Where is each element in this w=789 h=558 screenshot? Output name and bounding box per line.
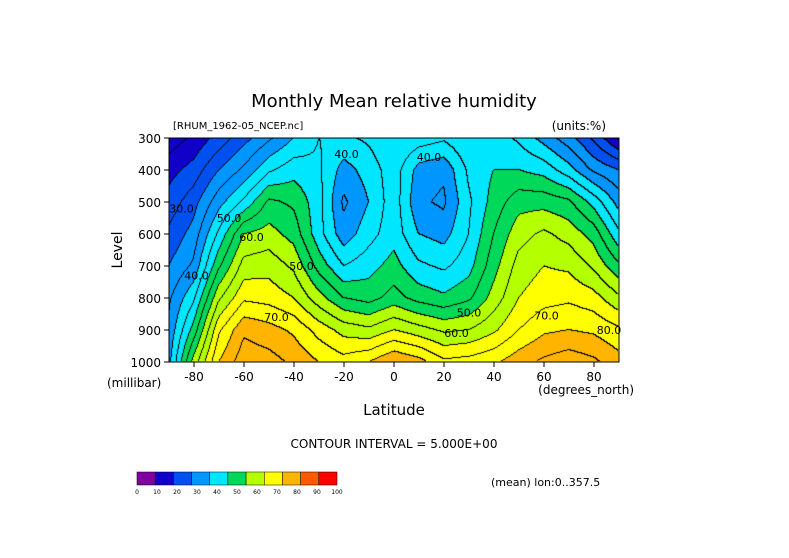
colorbar-tick-label: 10 <box>153 489 161 496</box>
contour-label: 40.0 <box>184 270 209 283</box>
colorbar-swatch <box>264 471 283 486</box>
colorbar-tick-label: 90 <box>313 489 321 496</box>
colorbar: 0 10 20 30 40 50 60 70 80 90 100 <box>135 471 343 496</box>
colorbar-tick-label: 0 <box>135 489 139 496</box>
contour-label: 50.0 <box>457 306 482 319</box>
x-tick-label: -80 <box>184 370 204 384</box>
colorbar-swatch <box>173 471 192 486</box>
y-tick-label: 600 <box>138 228 161 242</box>
plot-area: 40.0 40.0 30.0 50.0 60.0 50.0 40.0 70.0 50.0 60.0… <box>169 138 621 362</box>
x-tick-label: -60 <box>234 370 254 384</box>
contour-label: 50.0 <box>217 212 242 225</box>
colorbar-tick-label: 30 <box>193 489 201 496</box>
units-label: (units:%) <box>552 119 606 133</box>
y-tick-label: 700 <box>138 260 161 274</box>
y-tick-label: 800 <box>138 292 161 306</box>
colorbar-swatch <box>300 471 320 486</box>
chart-title: Monthly Mean relative humidity <box>251 91 537 112</box>
contour-label: 70.0 <box>534 310 559 323</box>
contour-label: 80.0 <box>597 324 622 337</box>
y-tick-label: 900 <box>138 324 161 338</box>
y-axis-label: Level <box>110 232 126 269</box>
colorbar-tick-label: 100 <box>331 489 343 496</box>
y-tick-label: 300 <box>138 132 161 146</box>
colorbar-swatch <box>191 471 210 486</box>
x-tick-label: -20 <box>334 370 354 384</box>
colorbar-tick-label: 70 <box>273 489 281 496</box>
x-tick-label: 80 <box>586 370 601 384</box>
colorbar-swatch <box>227 471 247 486</box>
y-tick-label: 500 <box>138 196 161 210</box>
humidity-field <box>169 138 619 362</box>
contour-label: 30.0 <box>169 202 194 215</box>
x-axis-label: Latitude <box>363 401 425 419</box>
colorbar-swatch <box>136 471 156 486</box>
axes: -80 -60 -40 -20 0 20 40 60 80 300 400 500 600 700 800 9… <box>130 132 620 384</box>
x-tick-label: -40 <box>284 370 304 384</box>
source-file-label: [RHUM_1962-05_NCEP.nc] <box>173 121 303 132</box>
y-units-label: (millibar) <box>107 376 161 390</box>
colorbar-tick-label: 50 <box>233 489 241 496</box>
colorbar-swatch <box>282 471 301 486</box>
y-tick-label: 400 <box>138 164 161 178</box>
colorbar-tick-label: 40 <box>213 489 221 496</box>
contour-label: 40.0 <box>417 151 442 164</box>
colorbar-swatch <box>154 471 174 486</box>
x-tick-label: 40 <box>486 370 501 384</box>
contour-label: 50.0 <box>289 260 314 273</box>
x-tick-label: 0 <box>390 370 398 384</box>
colorbar-swatch <box>209 471 229 486</box>
colorbar-swatch <box>245 471 265 486</box>
x-tick-label: 20 <box>436 370 451 384</box>
colorbar-tick-label: 80 <box>293 489 301 496</box>
contour-label: 40.0 <box>334 148 359 161</box>
x-units-label: (degrees_north) <box>538 383 634 397</box>
contour-label: 60.0 <box>239 231 264 244</box>
colorbar-tick-label: 60 <box>253 489 261 496</box>
colorbar-swatch <box>318 471 338 486</box>
y-tick-label: 1000 <box>130 356 161 370</box>
contour-label: 60.0 <box>444 327 469 340</box>
contour-label: 70.0 <box>264 311 289 324</box>
x-tick-label: 60 <box>536 370 551 384</box>
contour-interval-text: CONTOUR INTERVAL = 5.000E+00 <box>291 437 498 451</box>
colorbar-tick-label: 20 <box>173 489 181 496</box>
mean-lon-text: (mean) lon:0..357.5 <box>491 476 600 489</box>
